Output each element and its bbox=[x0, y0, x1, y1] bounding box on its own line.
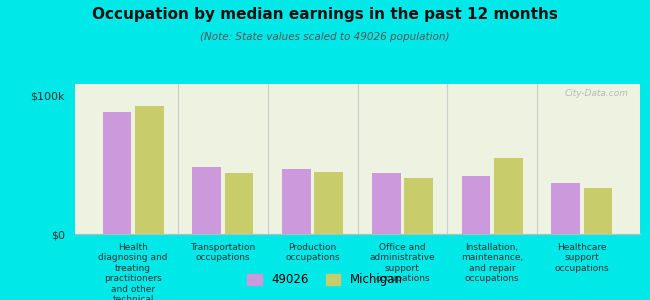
Text: (Note: State values scaled to 49026 population): (Note: State values scaled to 49026 popu… bbox=[200, 32, 450, 41]
Bar bbox=[192, 167, 221, 234]
Bar bbox=[494, 158, 523, 234]
Bar bbox=[551, 183, 580, 234]
Legend: 49026, Michigan: 49026, Michigan bbox=[242, 269, 408, 291]
Text: Occupation by median earnings in the past 12 months: Occupation by median earnings in the pas… bbox=[92, 8, 558, 22]
Bar bbox=[282, 169, 311, 234]
Bar bbox=[462, 176, 490, 234]
Bar bbox=[404, 178, 433, 234]
Bar bbox=[135, 106, 164, 234]
Bar bbox=[225, 173, 254, 234]
Bar bbox=[103, 112, 131, 234]
Text: City-Data.com: City-Data.com bbox=[565, 88, 629, 98]
Bar bbox=[584, 188, 612, 234]
Bar bbox=[372, 173, 400, 234]
Bar bbox=[315, 172, 343, 234]
